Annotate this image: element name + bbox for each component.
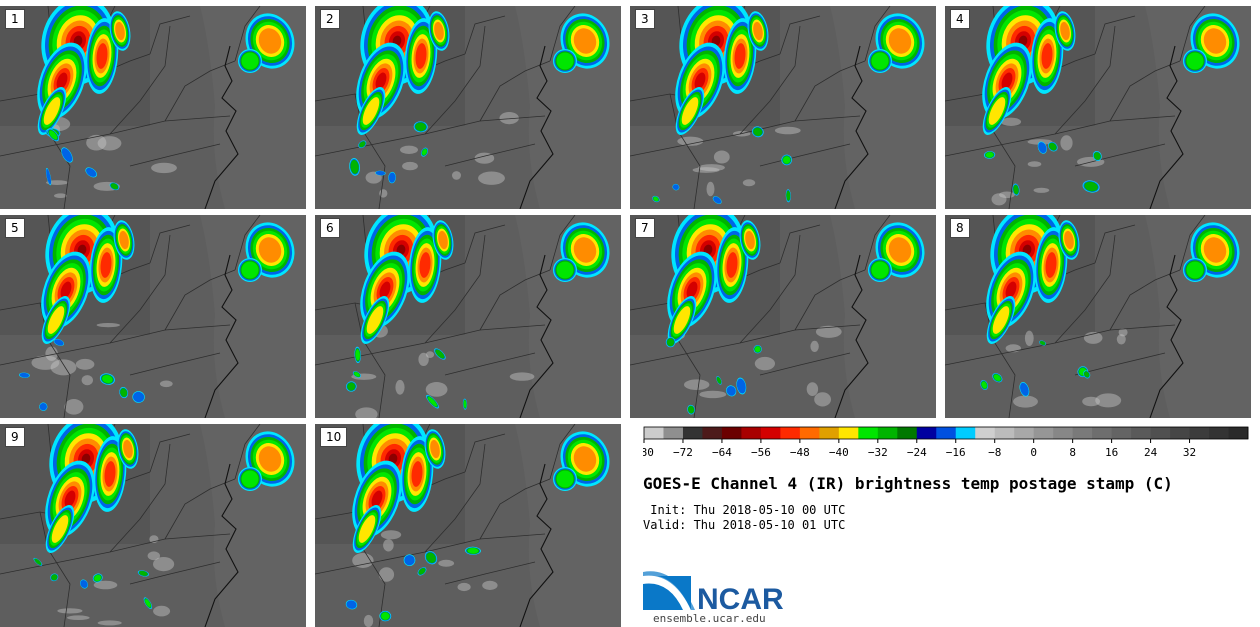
valid-time: Valid: Thu 2018-05-10 01 UTC: [643, 518, 846, 532]
colorbar-tick-label: 32: [1183, 446, 1196, 459]
member-number: 4: [950, 9, 970, 29]
colorbar-tick-label: −64: [712, 446, 732, 459]
member-panel: 9: [0, 424, 306, 627]
colorbar-swatch: [780, 427, 801, 439]
colorbar-swatch: [1014, 427, 1035, 439]
member-panel: 7: [630, 215, 936, 418]
colorbar-swatch: [877, 427, 898, 439]
satellite-map: [630, 215, 936, 418]
member-number: 2: [320, 9, 340, 29]
colorbar-swatch: [702, 427, 723, 439]
colorbar-swatch: [975, 427, 996, 439]
satellite-map: [315, 6, 621, 209]
colorbar-swatch: [1150, 427, 1171, 439]
satellite-map: [315, 215, 621, 418]
member-panel: 10: [315, 424, 621, 627]
member-panel: 1: [0, 6, 306, 209]
member-number: 3: [635, 9, 655, 29]
satellite-map: [0, 6, 306, 209]
colorbar-swatch: [916, 427, 937, 439]
colorbar-swatch: [1072, 427, 1093, 439]
member-number: 9: [5, 427, 25, 447]
colorbar-tick-label: 0: [1030, 446, 1037, 459]
page-title: GOES-E Channel 4 (IR) brightness temp po…: [643, 474, 1173, 493]
colorbar-tick-label: −16: [946, 446, 966, 459]
ncar-logo: NCAR: [643, 571, 784, 616]
colorbar-swatch: [1092, 427, 1113, 439]
satellite-map: [0, 424, 306, 627]
colorbar-swatch: [955, 427, 976, 439]
colorbar-tick-label: 16: [1105, 446, 1118, 459]
colorbar-swatch: [897, 427, 918, 439]
colorbar-swatch: [721, 427, 742, 439]
colorbar-tick-label: −32: [868, 446, 888, 459]
member-panel: 4: [945, 6, 1251, 209]
satellite-map: [630, 6, 936, 209]
colorbar-tick-label: −80: [643, 446, 654, 459]
colorbar-swatch: [1209, 427, 1229, 439]
colorbar-swatch: [760, 427, 781, 439]
colorbar-tick-label: −40: [829, 446, 849, 459]
satellite-map: [945, 6, 1251, 209]
colorbar-swatch: [1228, 427, 1249, 439]
colorbar-swatch: [741, 427, 762, 439]
satellite-map: [0, 215, 306, 418]
colorbar-swatch: [1189, 427, 1210, 439]
colorbar-swatch: [936, 427, 957, 439]
member-number: 8: [950, 218, 970, 238]
colorbar-tick-label: 24: [1144, 446, 1158, 459]
member-panel: 3: [630, 6, 936, 209]
member-panel: 6: [315, 215, 621, 418]
colorbar-tick-label: −72: [673, 446, 693, 459]
member-number: 10: [320, 427, 348, 447]
colorbar-swatch: [1053, 427, 1074, 439]
member-number: 7: [635, 218, 655, 238]
colorbar-swatch: [1033, 427, 1054, 439]
colorbar-swatch: [644, 427, 664, 439]
site-url: ensemble.ucar.edu: [653, 612, 766, 625]
member-number: 6: [320, 218, 340, 238]
colorbar-swatch: [1170, 427, 1190, 439]
colorbar-swatch: [819, 427, 840, 439]
satellite-map: [945, 215, 1251, 418]
colorbar-swatch: [994, 427, 1015, 439]
member-panel: 2: [315, 6, 621, 209]
member-panel: 8: [945, 215, 1251, 418]
colorbar-tick-label: −48: [790, 446, 810, 459]
colorbar-swatch: [838, 427, 859, 439]
ncar-logo-text: NCAR: [697, 583, 784, 616]
member-number: 5: [5, 218, 25, 238]
member-number: 1: [5, 9, 25, 29]
colorbar-tick-label: 8: [1069, 446, 1076, 459]
colorbar-swatch: [1131, 427, 1151, 439]
colorbar-swatch: [682, 427, 703, 439]
colorbar-swatch: [858, 427, 879, 439]
colorbar-swatch: [663, 427, 684, 439]
colorbar-swatch: [1111, 427, 1132, 439]
init-time: Init: Thu 2018-05-10 00 UTC: [643, 503, 846, 517]
colorbar-tick-label: −8: [988, 446, 1001, 459]
satellite-map: [315, 424, 621, 627]
member-panel: 5: [0, 215, 306, 418]
colorbar-tick-label: −24: [907, 446, 927, 459]
colorbar-swatch: [799, 427, 820, 439]
colorbar-tick-label: −56: [751, 446, 771, 459]
